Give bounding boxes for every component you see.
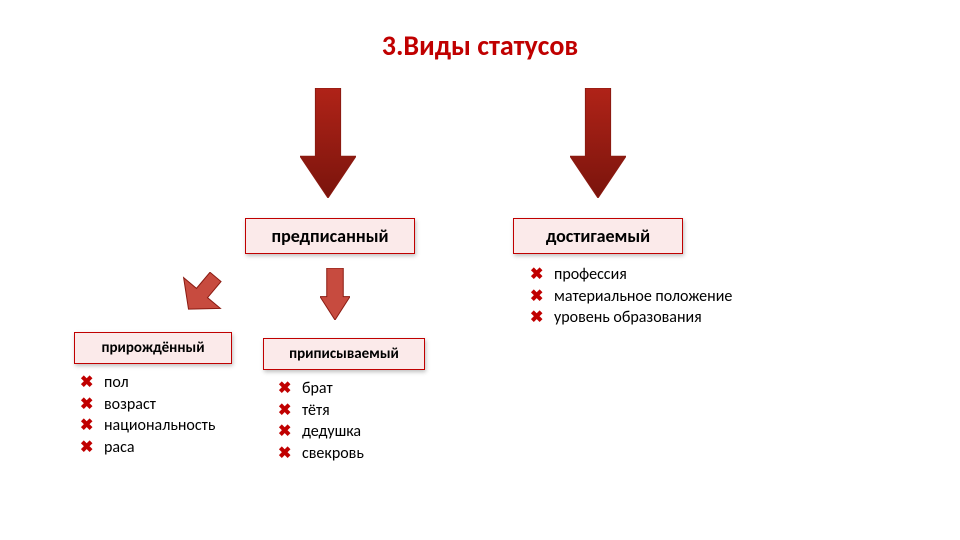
bullet-item: тётя [278,400,364,422]
bullet-item: свекровь [278,443,364,465]
arrow-to-prescribed [300,88,356,198]
bullet-item: национальность [80,415,215,437]
node-label: прирождённый [101,339,204,357]
bullet-item: дедушка [278,421,364,443]
node-prescribed: предписанный [245,218,415,254]
bullets-achieved: профессияматериальное положениеуровень о… [530,264,732,329]
arrow-to-innate [178,272,226,314]
bullet-item: пол [80,372,215,394]
node-label: достигаемый [546,225,650,247]
bullet-item: раса [80,437,215,459]
node-achieved: достигаемый [513,218,683,254]
arrow-to-achieved [570,88,626,198]
bullet-item: уровень образования [530,307,732,329]
node-label: приписываемый [289,345,399,363]
bullets-ascribed: браттётядедушкасвекровь [278,378,364,464]
node-ascribed: приписываемый [263,338,425,370]
bullet-item: материальное положение [530,286,732,308]
bullets-innate: полвозрастнациональностьраса [80,372,215,458]
arrow-to-ascribed [320,268,350,320]
bullet-item: возраст [80,394,215,416]
bullet-item: брат [278,378,364,400]
diagram-title: 3.Виды статусов [0,28,960,63]
node-innate: прирождённый [74,332,232,364]
bullet-item: профессия [530,264,732,286]
node-label: предписанный [271,225,388,247]
